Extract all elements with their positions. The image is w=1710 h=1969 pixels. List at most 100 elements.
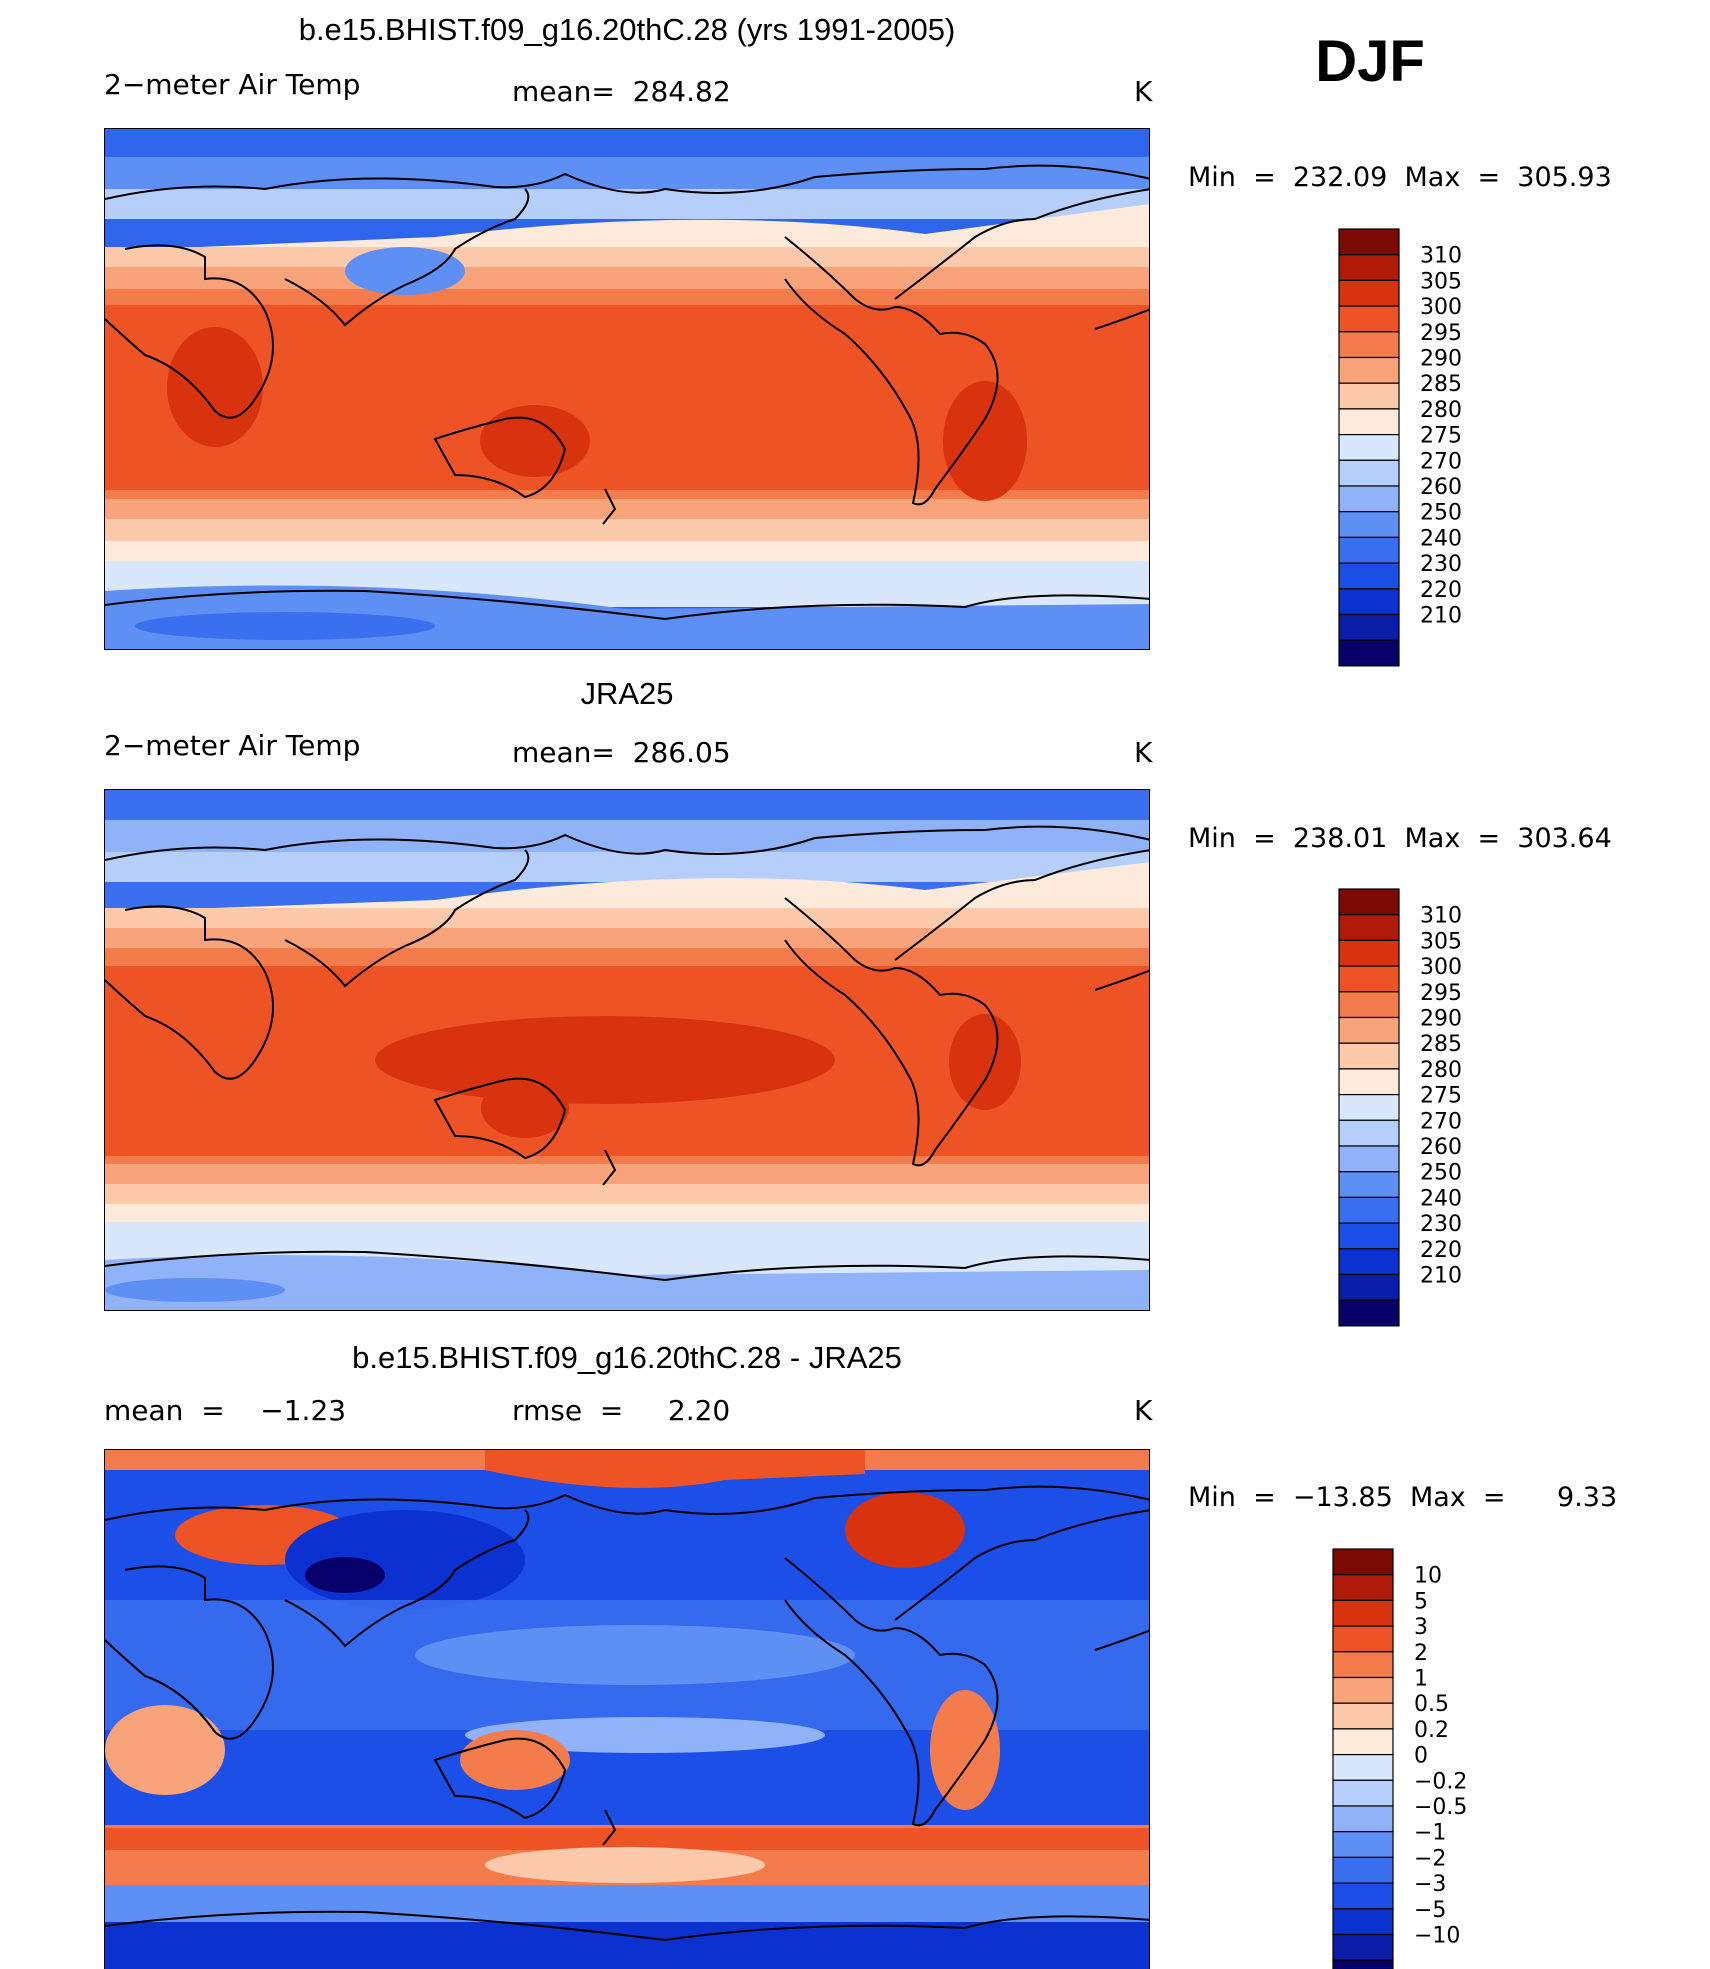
colorbar-swatch [1332, 1574, 1394, 1602]
colorbar-tick-label: 280 [1420, 398, 1462, 423]
colorbar-tick-label: 275 [1420, 1084, 1462, 1109]
panel-2-unit-label: K [1134, 736, 1153, 769]
map1-samerica-hot [943, 381, 1027, 501]
colorbar-swatch [1338, 485, 1400, 513]
map2-band-n1 [105, 820, 1149, 858]
colorbar-tick-label: 1 [1414, 1667, 1428, 1692]
map3-southern-pale [485, 1847, 765, 1883]
panel-2-variable-label: 2−meter Air Temp [104, 729, 361, 762]
colorbar-tick-label: 285 [1420, 372, 1462, 397]
map3-southern-warm2 [105, 1828, 1149, 1850]
colorbar-tick-label: −0.5 [1414, 1795, 1467, 1820]
map2-band-s3 [105, 1204, 1149, 1224]
colorbar-tick-label: 300 [1420, 955, 1462, 980]
colorbar-tick-label: 5 [1414, 1589, 1428, 1614]
colorbar-swatch [1332, 1548, 1394, 1576]
map3-asia-coldcore [305, 1557, 385, 1593]
colorbar-swatch [1332, 1831, 1394, 1859]
colorbar-tick-label: −1 [1414, 1821, 1446, 1846]
map2-band-n3 [105, 862, 1149, 912]
map1-coastlines [105, 164, 1149, 621]
colorbar-tick-label: 305 [1420, 929, 1462, 954]
panel-2-colorbar: 310 305 300 295 290 285 280 275 270 260 250 240 230 2… [1338, 888, 1538, 1329]
panel-3-unit-label: K [1134, 1394, 1153, 1427]
colorbar-swatch [1332, 1599, 1394, 1627]
colorbar-tick-label: 290 [1420, 1007, 1462, 1032]
map2-warm-pool [375, 1016, 835, 1104]
panel-2-mean-label: mean= 286.05 [512, 736, 731, 769]
colorbar-swatch [1338, 1119, 1400, 1147]
panel-1-colorbar: 310 305 300 295 290 285 280 275 270 260 250 240 230 2… [1338, 228, 1538, 669]
map3-labrador-warm [845, 1492, 965, 1568]
colorbar-tick-label: 270 [1420, 449, 1462, 474]
panel-2-map-svg [105, 790, 1149, 1310]
panel-2-title: JRA25 [580, 676, 674, 711]
colorbar-swatch [1338, 254, 1400, 282]
map1-band-n5 [105, 267, 1149, 293]
colorbar-tick-label: 230 [1420, 552, 1462, 577]
map1-australia-hot [480, 405, 590, 477]
colorbar-swatch [1332, 1856, 1394, 1884]
map2-band-n2 [105, 852, 1149, 882]
colorbar-tick-label: 10 [1414, 1564, 1442, 1589]
map1-antarctic-cold [135, 612, 435, 640]
panel-1-map [104, 128, 1150, 650]
colorbar-tick-label: 310 [1420, 244, 1462, 269]
panel-3-minmax: Min = −13.85 Max = 9.33 [1188, 1482, 1618, 1513]
map2-antarctic-cold [105, 1278, 285, 1302]
colorbar-tick-label: 285 [1420, 1032, 1462, 1057]
colorbar-swatch [1338, 639, 1400, 667]
panel-3-map [104, 1449, 1150, 1969]
colorbar-swatch [1338, 1016, 1400, 1044]
colorbar-swatch [1338, 536, 1400, 564]
colorbar-swatch [1338, 613, 1400, 641]
map2-band-s2 [105, 1184, 1149, 1206]
panel-3-colorbar: 10 5 3 2 1 0.5 0.2 0 −0.2 −0.5 −1 −2 −3 −5 −10 [1332, 1548, 1532, 1969]
colorbar-swatch [1332, 1728, 1394, 1756]
colorbar-tick-label: 290 [1420, 347, 1462, 372]
colorbar-swatch [1338, 1196, 1400, 1224]
colorbar-swatch [1338, 1222, 1400, 1250]
colorbar-swatch [1338, 228, 1400, 256]
colorbar-tick-label: 0 [1414, 1744, 1428, 1769]
colorbar-swatch [1338, 511, 1400, 539]
colorbar-tick-label: 310 [1420, 904, 1462, 929]
colorbar-tick-label: 250 [1420, 501, 1462, 526]
colorbar-swatch [1338, 1273, 1400, 1301]
colorbar-tick-label: 300 [1420, 295, 1462, 320]
colorbar-tick-label: 240 [1420, 526, 1462, 551]
map3-arctic-warm2 [485, 1450, 865, 1488]
map3-coastlines [105, 1485, 1149, 1942]
colorbar-tick-label: 260 [1420, 475, 1462, 500]
colorbar-tick-label: 0.5 [1414, 1692, 1449, 1717]
colorbar-tick-label: 230 [1420, 1212, 1462, 1237]
colorbar-swatch [1332, 1882, 1394, 1910]
colorbar-tick-label: 210 [1420, 604, 1462, 629]
map1-band-n3 [105, 204, 1149, 251]
colorbar-tick-label: 275 [1420, 424, 1462, 449]
map2-samerica-hot [949, 1014, 1021, 1110]
colorbar-tick-label: −2 [1414, 1846, 1446, 1871]
colorbar-swatch [1338, 382, 1400, 410]
map2-australia-hot [481, 1078, 569, 1138]
panel-3-map-svg [105, 1450, 1149, 1969]
map1-tibet-cold [345, 247, 465, 295]
colorbar-tick-label: 280 [1420, 1058, 1462, 1083]
colorbar-svg: 3103053002952902852802752702602502402302… [1338, 228, 1462, 667]
colorbar-swatch [1338, 1171, 1400, 1199]
colorbar-swatch [1332, 1908, 1394, 1936]
colorbar-swatch [1338, 914, 1400, 942]
colorbar-swatch [1338, 939, 1400, 967]
colorbar-swatch [1332, 1805, 1394, 1833]
map1-band-n4 [105, 247, 1149, 269]
colorbar-tick-label: 250 [1420, 1161, 1462, 1186]
colorbar-swatch [1332, 1702, 1394, 1730]
colorbar-swatch [1338, 279, 1400, 307]
colorbar-swatch [1332, 1779, 1394, 1807]
map3-pacific-light [415, 1625, 855, 1685]
map1-band-n2 [105, 189, 1149, 219]
colorbar-swatch [1332, 1676, 1394, 1704]
colorbar-tick-label: −10 [1414, 1924, 1460, 1949]
colorbar-swatch [1338, 1068, 1400, 1096]
panel-1-variable-label: 2−meter Air Temp [104, 68, 361, 101]
